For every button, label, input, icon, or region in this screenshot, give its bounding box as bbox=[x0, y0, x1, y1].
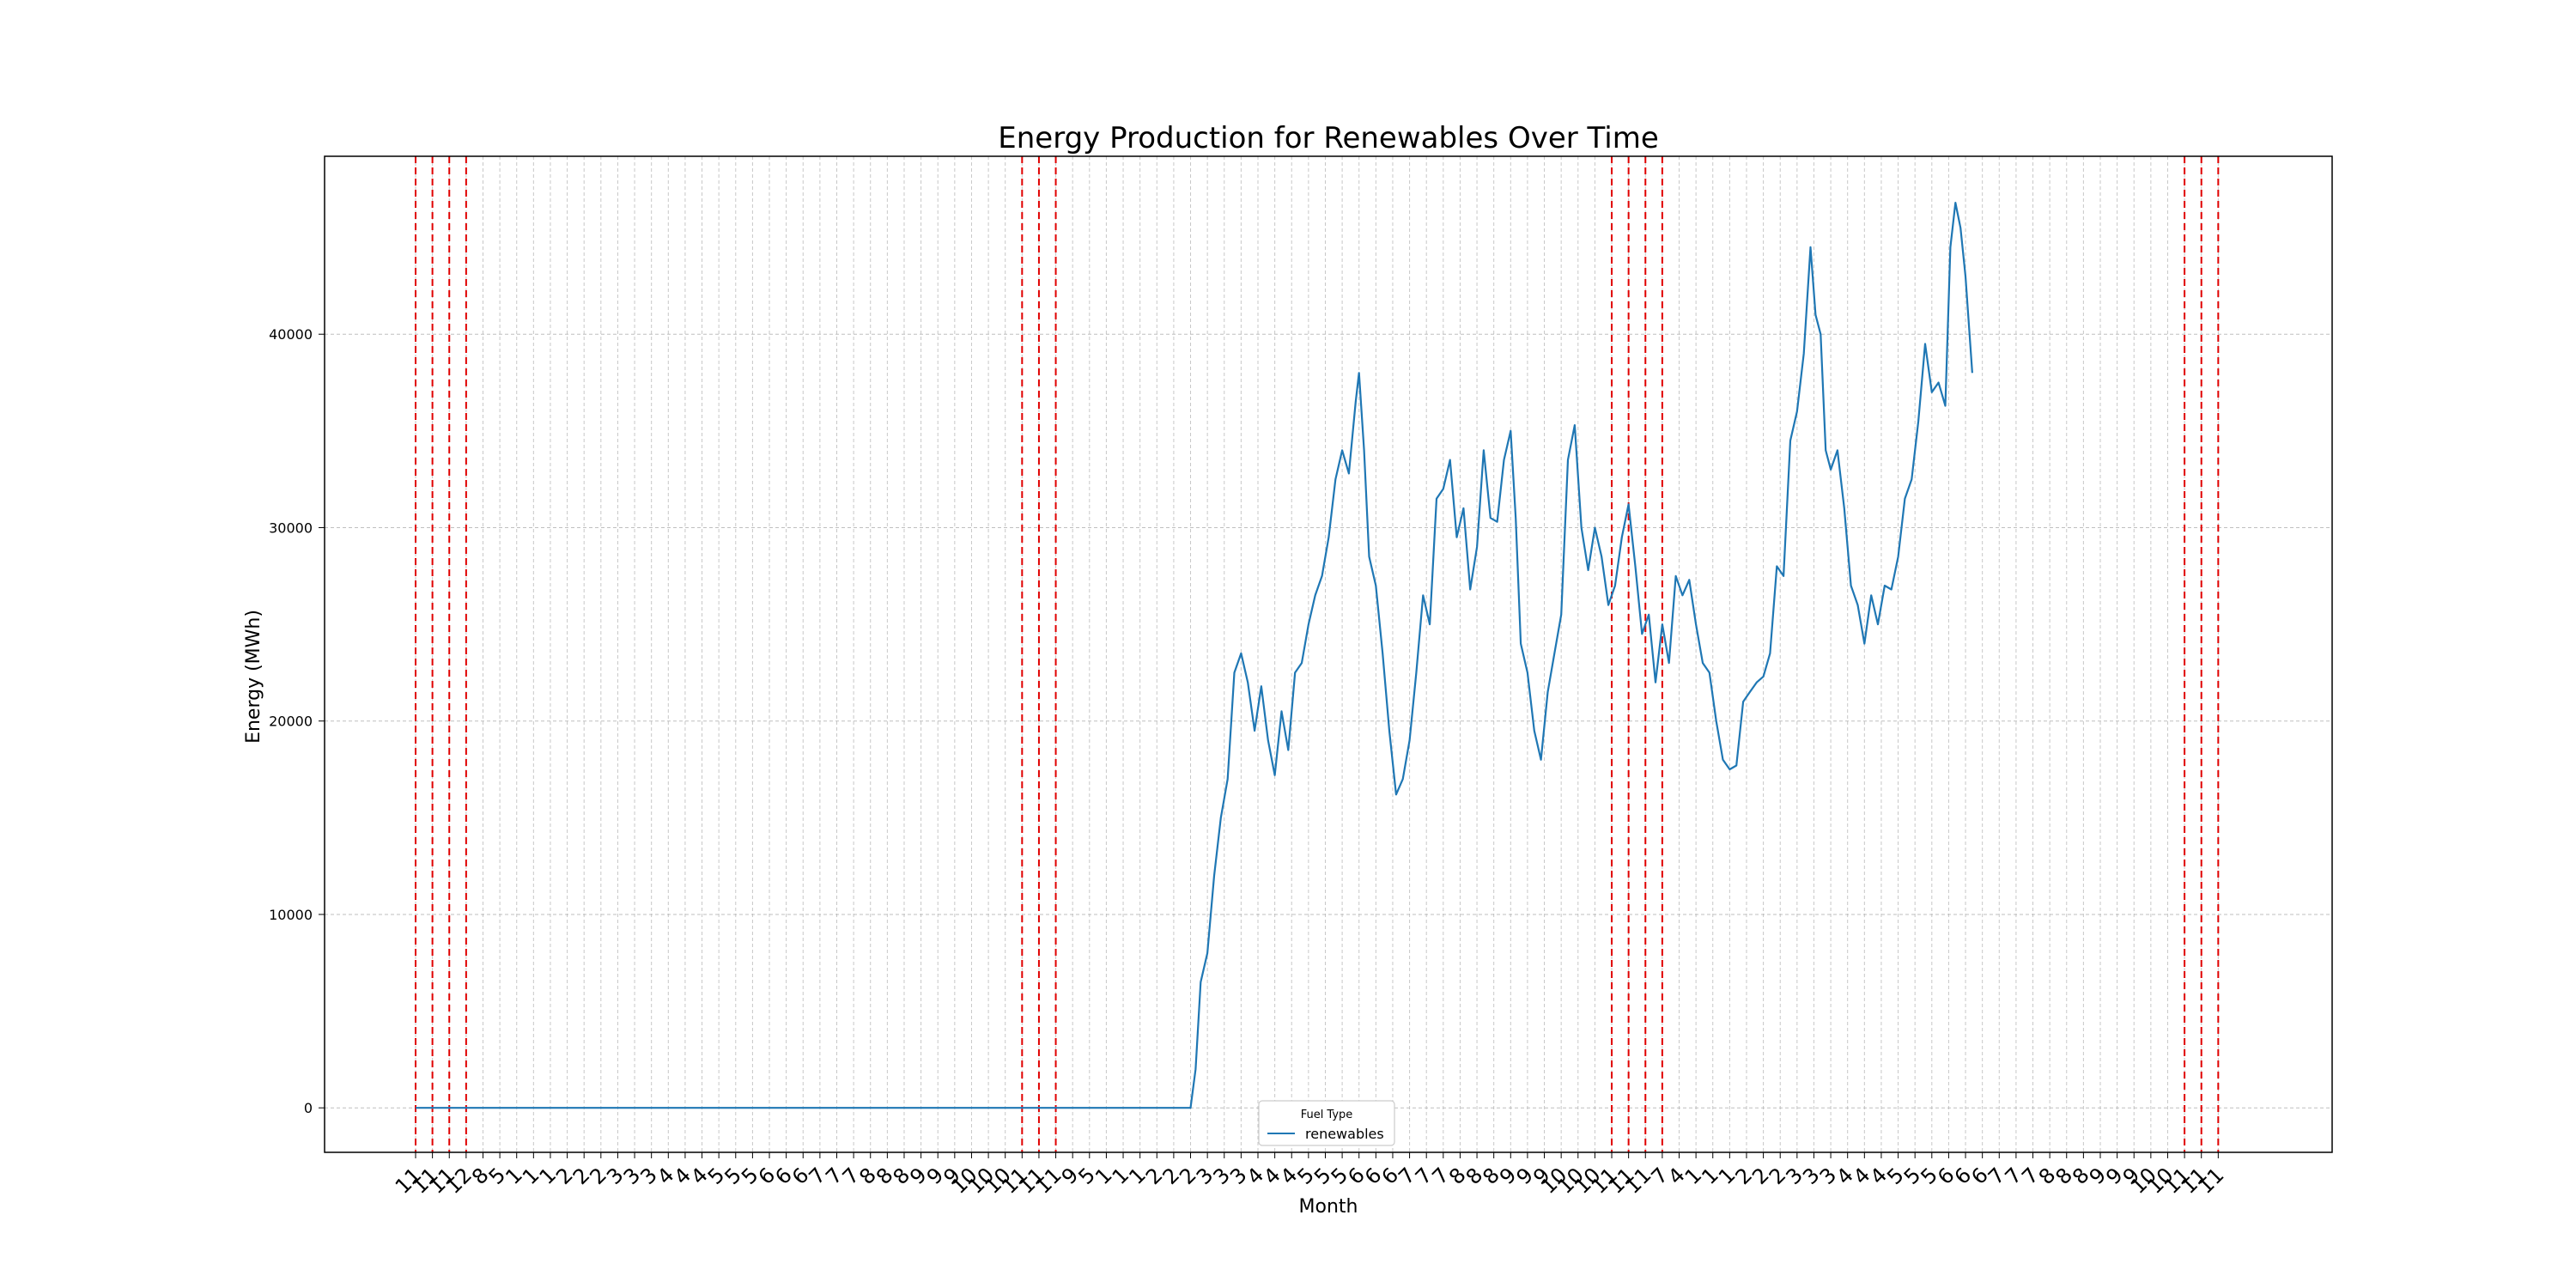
legend-title: Fuel Type bbox=[1301, 1109, 1353, 1121]
chart-title: Energy Production for Renewables Over Ti… bbox=[998, 121, 1658, 155]
y-axis-label: Energy (MWh) bbox=[243, 610, 264, 744]
y-tick-label: 40000 bbox=[269, 326, 313, 343]
y-tick-label: 0 bbox=[304, 1100, 313, 1116]
series-layer bbox=[416, 202, 1973, 1109]
legend: Fuel Type renewables bbox=[1258, 1100, 1395, 1146]
y-tick-label: 30000 bbox=[269, 519, 313, 536]
y-tick-label: 10000 bbox=[269, 907, 313, 923]
legend-entry-renewables: renewables bbox=[1305, 1126, 1384, 1142]
series-line-renewables bbox=[416, 202, 1973, 1109]
plot-frame bbox=[324, 155, 2333, 1153]
y-tick-label: 20000 bbox=[269, 714, 313, 730]
vertical-marker-lines bbox=[415, 156, 2220, 1152]
x-axis-ticks: 1111111285111222333444555666777888999101… bbox=[391, 1152, 2229, 1199]
x-axis-label: Month bbox=[1299, 1196, 1358, 1218]
y-axis-ticks: 0 10000 20000 30000 40000 bbox=[269, 326, 325, 1116]
horizontal-gridlines bbox=[325, 333, 2332, 1109]
